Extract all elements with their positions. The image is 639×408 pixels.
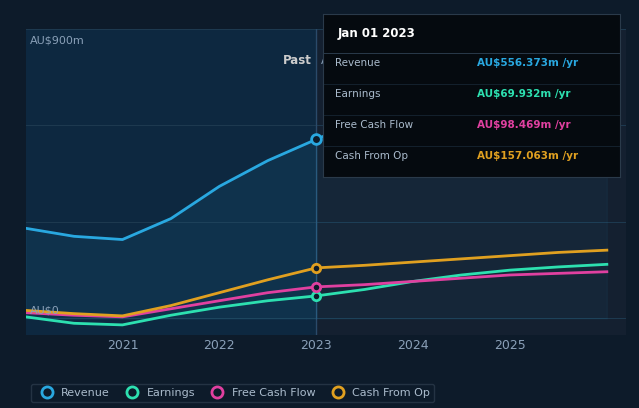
Text: Past: Past: [282, 54, 311, 67]
Text: AU$69.932m /yr: AU$69.932m /yr: [477, 89, 571, 100]
Text: Earnings: Earnings: [335, 89, 380, 100]
Text: AU$98.469m /yr: AU$98.469m /yr: [477, 120, 571, 131]
Text: AU$0: AU$0: [31, 305, 60, 315]
Text: AU$556.373m /yr: AU$556.373m /yr: [477, 58, 578, 69]
Text: Cash From Op: Cash From Op: [335, 151, 408, 162]
Bar: [26, 29, 316, 335]
Legend: Revenue, Earnings, Free Cash Flow, Cash From Op: Revenue, Earnings, Free Cash Flow, Cash …: [31, 384, 435, 402]
Text: Analysts Forecasts: Analysts Forecasts: [321, 54, 431, 67]
Text: AU$157.063m /yr: AU$157.063m /yr: [477, 151, 578, 162]
Bar: [316, 29, 626, 335]
Text: Jan 01 2023: Jan 01 2023: [337, 27, 415, 40]
Text: AU$900m: AU$900m: [31, 35, 85, 45]
Text: Free Cash Flow: Free Cash Flow: [335, 120, 413, 131]
Text: Revenue: Revenue: [335, 58, 380, 69]
